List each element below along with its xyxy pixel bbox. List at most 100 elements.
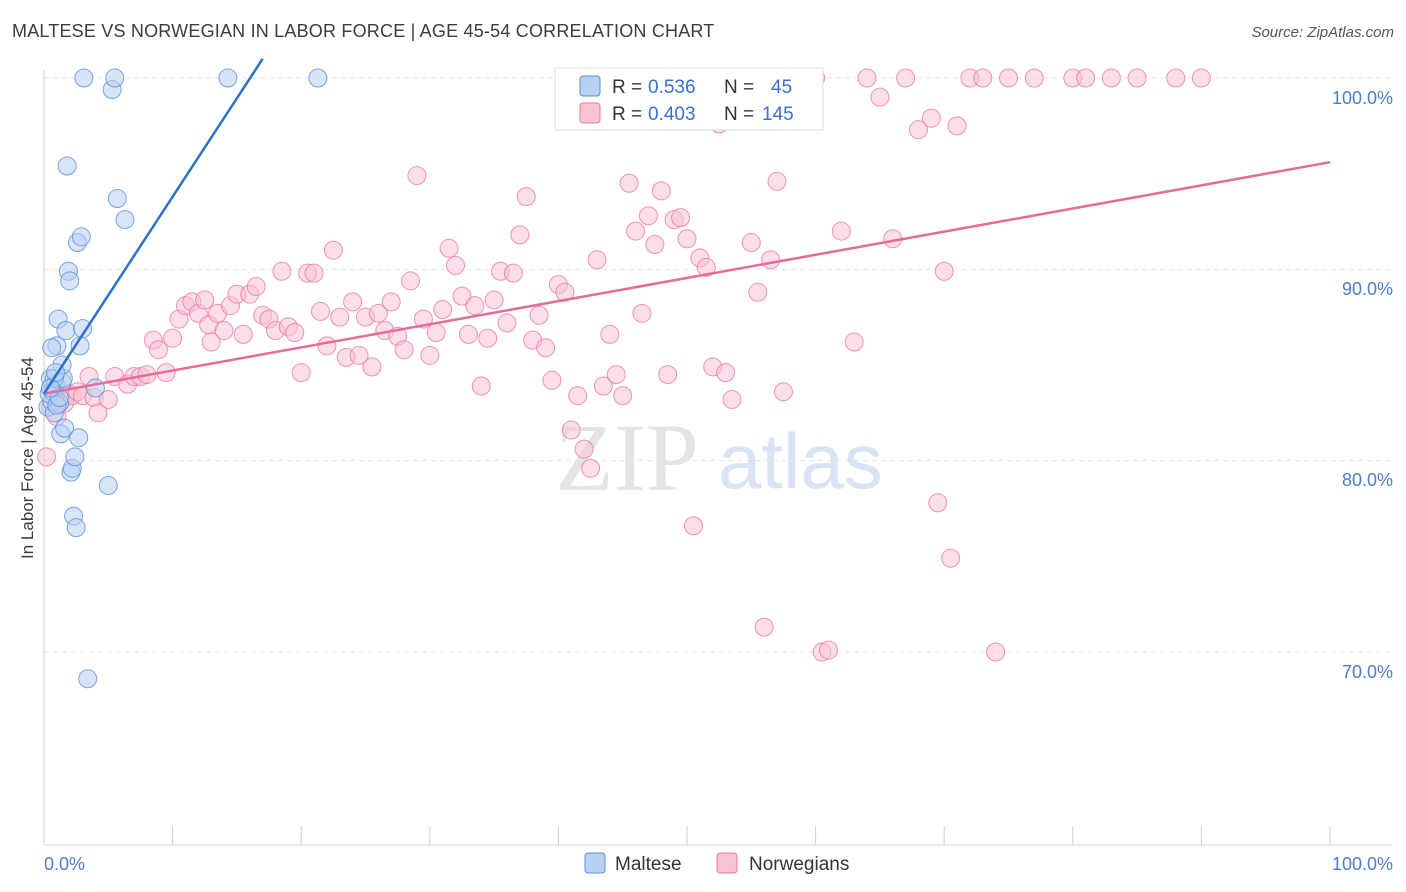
maltese-trend-line [42,58,264,395]
norwegian-point [574,439,594,459]
norwegian-point [587,250,607,270]
norwegian-point [619,173,639,193]
x-tick-label-min: 0.0% [44,854,85,874]
norwegian-point [767,171,787,191]
norwegian-point [458,324,478,344]
norwegian-point [947,116,967,136]
maltese-point [74,68,94,88]
maltese-point [107,189,127,209]
maltese-point [105,68,125,88]
norwegian-point [651,181,671,201]
norwegian-point [626,221,646,241]
norwegian-point [201,332,221,352]
maltese-point [65,447,85,467]
norwegian-point [446,256,466,276]
norwegian-point [973,68,993,88]
norwegian-point [88,403,108,423]
norwegian-point [999,68,1018,88]
norwegian-point [941,548,961,568]
maltese-n-label: N = [724,77,754,98]
maltese-point [73,319,93,339]
norwegian-point [148,340,168,360]
norwegian-point [362,357,382,377]
norwegian-point [593,376,613,396]
norwegian-point [516,187,536,207]
norwegian-point [401,271,421,291]
norwegian-point [561,420,581,440]
maltese-points [38,68,328,689]
norwegian-point [478,328,498,348]
norwegian-point [381,292,401,312]
x-tick-label-max: 100.0% [1332,854,1393,874]
norwegian-point [1024,68,1044,88]
norwegian-point [645,234,665,254]
norwegian-point [677,229,697,249]
norwegian-point [272,261,292,281]
maltese-point [71,227,91,247]
y-tick-label: 90.0% [1342,279,1393,299]
norwegian-point [291,363,311,383]
maltese-point [308,68,328,88]
maltese-point [60,271,80,291]
stats-legend: R = 0.536 N = 45 R = 0.403 N = 145 [554,67,824,131]
norwegian-point [754,617,774,637]
norwegian-point [921,108,941,128]
norwegian-point [696,257,716,277]
norwegian-point [433,300,453,320]
maltese-point [115,210,135,230]
maltese-n-value: 45 [771,77,792,98]
norwegian-point [844,332,864,352]
norwegian-point [310,301,330,321]
norwegian-point [233,324,253,344]
norwegian-point [568,386,588,406]
norwegian-point [439,238,459,258]
maltese-point [56,321,76,341]
y-tick-labels: 100.0% 90.0% 80.0% 70.0% [1332,88,1393,682]
norwegian-point [671,208,691,228]
maltese-bottom-swatch [584,852,606,874]
maltese-point [57,156,77,176]
norwegian-point [503,263,523,283]
norwegian-point [163,328,183,348]
maltese-legend-label: Maltese [615,854,682,875]
norwegian-point [632,303,652,323]
norwegian-point [606,365,626,385]
norwegian-point [1191,68,1211,88]
norwegian-trend-line [43,160,1331,395]
norwegian-bottom-swatch [716,852,738,874]
norwegian-point [1101,68,1121,88]
norwegian-point [857,68,877,88]
norwegian-point [908,120,928,140]
norwegian-point [870,87,890,107]
norwegian-point [581,458,601,478]
norwegian-point [555,282,575,302]
norwegian-point [613,386,633,406]
y-axis-label: In Labor Force | Age 45-54 [18,357,37,559]
norwegian-point [986,642,1006,662]
norwegian-point [343,292,363,312]
maltese-point [42,338,62,358]
norwegian-point [497,313,517,333]
norwegian-point [214,321,234,341]
norwegian-point [471,376,491,396]
norwegian-point [426,322,446,342]
norwegian-point [683,516,703,536]
norwegian-point [285,322,305,342]
norwegian-point [818,640,838,660]
norwegian-point [394,340,414,360]
norwegian-point [330,307,350,327]
watermark-zip: ZIP [555,404,699,511]
norwegian-point [1127,68,1147,88]
y-tick-label: 70.0% [1342,662,1393,682]
maltese-r-label: R = [612,77,642,98]
norwegian-point [542,370,562,390]
norwegian-point [928,493,948,513]
norwegian-point [716,363,736,383]
norwegian-point [349,345,369,365]
maltese-point [78,669,98,689]
norwegian-point [529,305,549,325]
y-tick-label: 100.0% [1332,88,1393,108]
source-label: Source: ZipAtlas.com [1251,24,1394,41]
maltese-r-value: 0.536 [648,77,696,98]
